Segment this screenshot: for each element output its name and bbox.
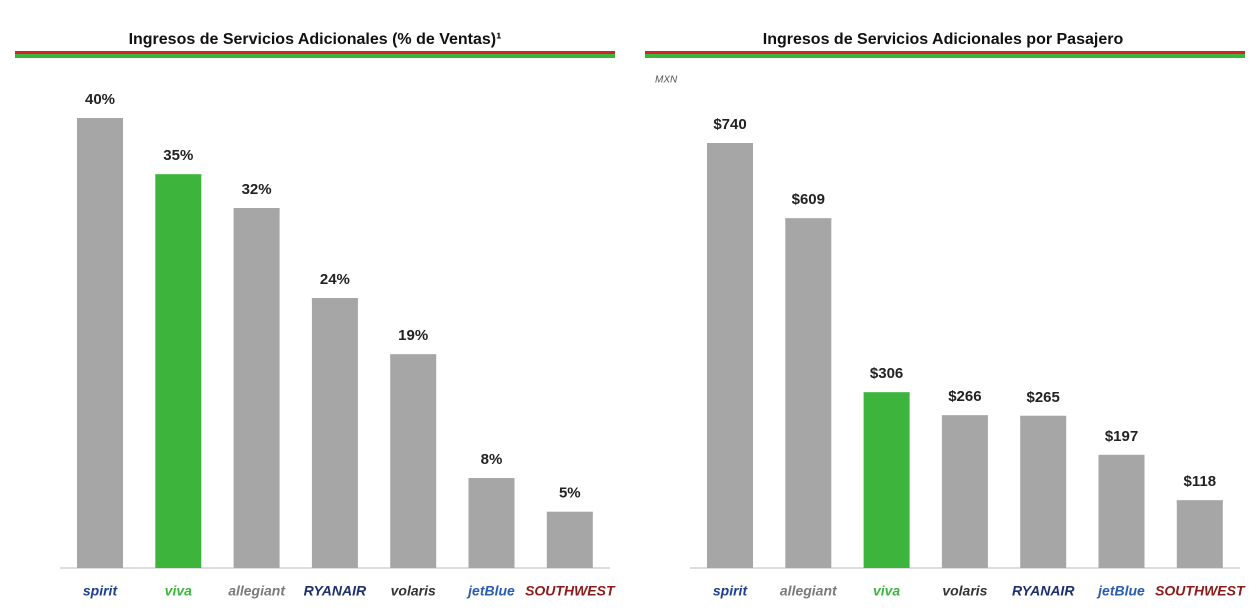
- bar-cap: [468, 478, 515, 481]
- title-rule-red: [15, 51, 615, 54]
- bar: [311, 298, 358, 568]
- bar-cap: [1020, 415, 1067, 419]
- category-logo: RYANAIR: [1012, 583, 1075, 599]
- chart-title: Ingresos de Servicios Adicionales por Pa…: [763, 31, 1124, 48]
- bar-cap: [155, 174, 202, 178]
- title-rule-green: [15, 54, 615, 58]
- value-label: 35%: [163, 147, 193, 164]
- category-logo: viva: [165, 583, 192, 599]
- bar: [1176, 500, 1223, 568]
- bar-cap: [77, 118, 123, 121]
- bar-cap: [390, 354, 437, 358]
- bar: [468, 478, 515, 568]
- bar-cap: [707, 143, 753, 146]
- bar-cap: [1176, 500, 1223, 504]
- bar: [546, 511, 593, 568]
- bar-cap: [311, 298, 358, 301]
- category-logo: SOUTHWEST: [525, 583, 616, 599]
- value-label: $609: [792, 191, 825, 208]
- value-label: $306: [870, 365, 903, 382]
- category-logo: jetBlue: [466, 583, 515, 599]
- chart-title: Ingresos de Servicios Adicionales (% de …: [129, 31, 502, 48]
- value-label: 40%: [85, 91, 115, 108]
- category-logo: volaris: [942, 583, 987, 599]
- bar-cap: [785, 218, 832, 222]
- value-label: $265: [1027, 389, 1060, 406]
- bar-cap: [941, 415, 988, 419]
- bar: [863, 392, 910, 568]
- value-label: $197: [1105, 428, 1138, 445]
- bar: [941, 415, 988, 568]
- value-label: 8%: [481, 451, 503, 468]
- category-logo: RYANAIR: [304, 583, 367, 599]
- category-logo: allegiant: [228, 583, 286, 599]
- value-label: 32%: [242, 181, 272, 198]
- category-logo: spirit: [83, 583, 119, 599]
- bar: [1098, 454, 1145, 568]
- bar: [233, 208, 280, 568]
- value-label: 24%: [320, 271, 350, 288]
- bar-cap: [863, 392, 910, 396]
- value-label: 19%: [398, 327, 428, 344]
- value-label: $740: [713, 116, 746, 133]
- bar-cap: [1098, 454, 1145, 458]
- bar-cap: [546, 511, 593, 515]
- title-rule-green: [645, 54, 1245, 58]
- bar: [1020, 415, 1067, 568]
- value-label: $118: [1184, 473, 1217, 490]
- bar: [785, 218, 832, 568]
- bar-cap: [233, 208, 280, 211]
- category-logo: spirit: [713, 583, 749, 599]
- category-logo: jetBlue: [1096, 583, 1145, 599]
- category-logo: allegiant: [780, 583, 838, 599]
- bar: [707, 143, 753, 568]
- value-label: 5%: [559, 485, 581, 502]
- bar: [390, 354, 437, 568]
- bar: [77, 118, 123, 568]
- category-logo: viva: [873, 583, 900, 599]
- category-logo: volaris: [391, 583, 436, 599]
- category-logo: SOUTHWEST: [1155, 583, 1246, 599]
- unit-note: MXN: [655, 75, 678, 86]
- title-rule-red: [645, 51, 1245, 54]
- bar: [155, 174, 202, 568]
- value-label: $266: [948, 388, 981, 405]
